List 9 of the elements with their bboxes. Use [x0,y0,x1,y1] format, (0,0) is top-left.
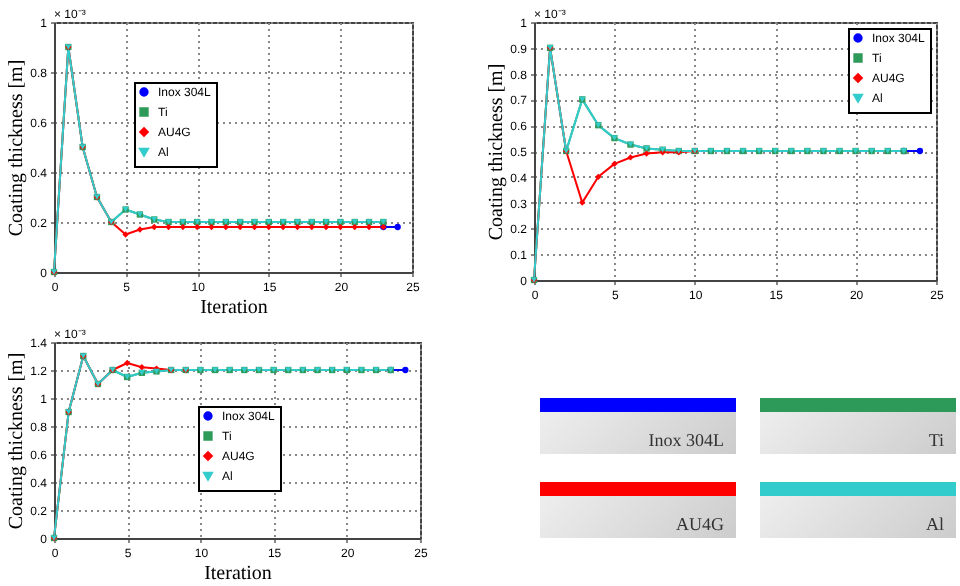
coated-plate: Al [760,482,956,538]
y-axis-title: Coating thickness [m] [6,352,29,530]
coated-plate: Inox 304L [540,398,736,454]
coated-plate: Ti [760,398,956,454]
y-axis-title: Coating thickness [m] [486,63,509,241]
coated-plate: AU4G [540,482,736,538]
x-axis-title: Iteration [204,563,272,585]
x-axis-title: Iteration [200,297,268,319]
y-axis-title: Coating thickness [m] [6,59,29,237]
